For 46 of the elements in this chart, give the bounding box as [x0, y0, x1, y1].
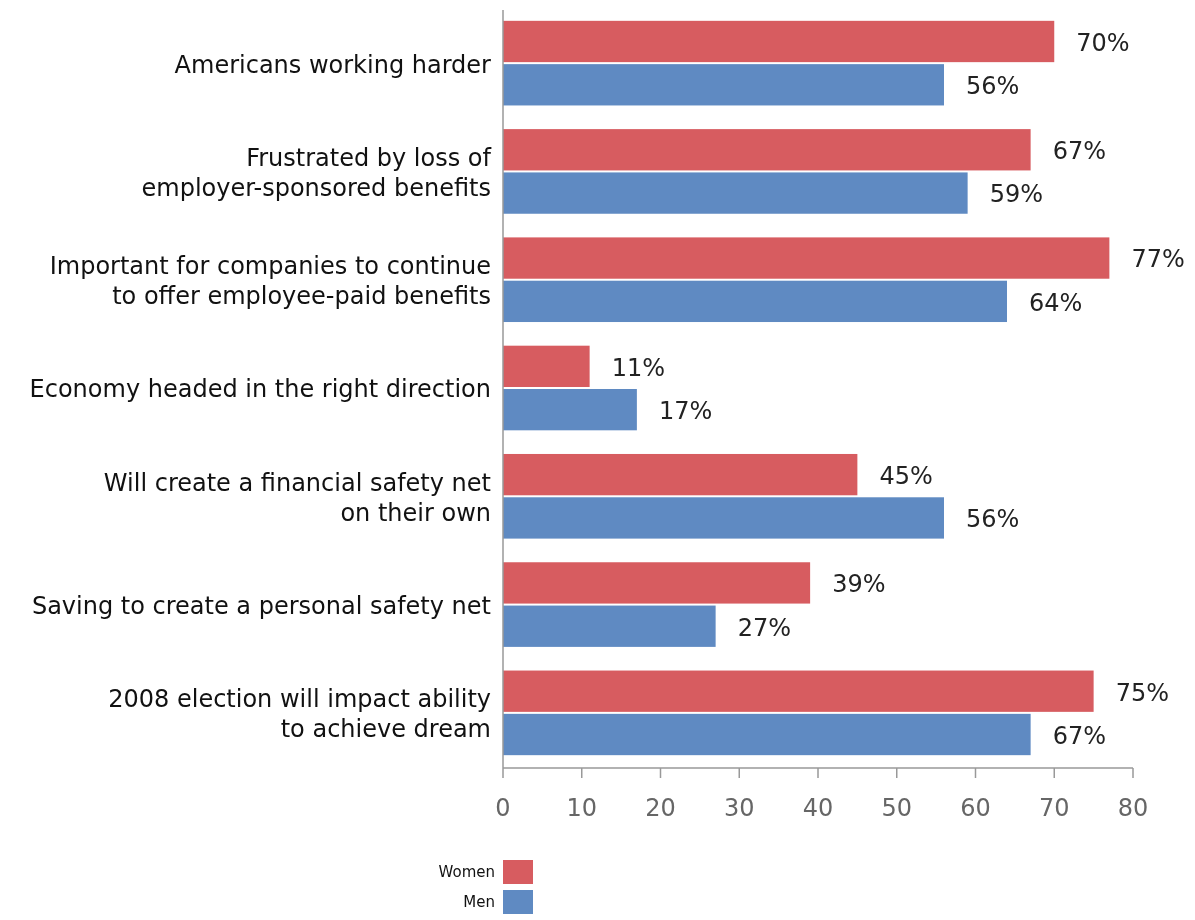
- x-tick-label: 70: [1038, 794, 1070, 822]
- bar: [503, 453, 858, 496]
- y-tick-label: Frustrated by loss of employer-sponsored benefits: [141, 143, 492, 202]
- legend-label: Women: [438, 863, 495, 882]
- bar: [503, 20, 1055, 63]
- x-tick-label: 40: [802, 794, 834, 822]
- data-label: 75%: [1115, 678, 1169, 707]
- data-label: 11%: [611, 353, 665, 382]
- y-tick-label: Important for companies to continue to offer employee-paid benefits: [49, 252, 491, 311]
- x-tick-label: 20: [645, 794, 676, 822]
- x-tick-label: 50: [881, 794, 913, 822]
- data-label: 39%: [832, 570, 886, 599]
- y-tick-label: Americans working harder: [174, 50, 492, 79]
- bar: [503, 713, 1031, 756]
- data-label: 67%: [1052, 721, 1106, 750]
- data-label: 27%: [737, 613, 791, 642]
- legend-label: Men: [463, 893, 495, 912]
- bar: [503, 605, 716, 647]
- bar: [503, 64, 944, 106]
- y-tick-label: Economy headed in the right direction: [29, 375, 491, 404]
- x-tick-label: 0: [495, 794, 511, 822]
- data-label: 45%: [879, 462, 933, 491]
- bar: [503, 389, 637, 431]
- data-label: 56%: [966, 72, 1020, 101]
- x-tick-label: 80: [1117, 794, 1149, 822]
- data-label: 64%: [1029, 288, 1083, 317]
- data-label: 67%: [1052, 137, 1106, 166]
- x-tick-label: 60: [960, 794, 991, 822]
- x-tick-label: 30: [723, 794, 755, 822]
- data-label: 59%: [989, 180, 1043, 209]
- bar: [503, 172, 968, 214]
- bar: [503, 129, 1031, 171]
- data-label: 70%: [1076, 28, 1130, 57]
- bar: [503, 562, 811, 604]
- data-label: 17%: [658, 397, 713, 426]
- y-tick-label: Saving to create a personal safety net: [31, 591, 491, 620]
- bar: [503, 237, 1110, 279]
- bar: [503, 497, 944, 539]
- y-tick-label: Will create a financial safety net on their own: [103, 468, 491, 527]
- y-tick-label: 2008 election will impact ability to achieve dream: [108, 685, 491, 744]
- bar: [503, 345, 590, 387]
- data-label: 77%: [1131, 245, 1185, 274]
- bar: [503, 280, 1007, 323]
- x-tick-label: 10: [566, 794, 598, 822]
- data-label: 56%: [966, 505, 1020, 534]
- bar: [503, 670, 1094, 712]
